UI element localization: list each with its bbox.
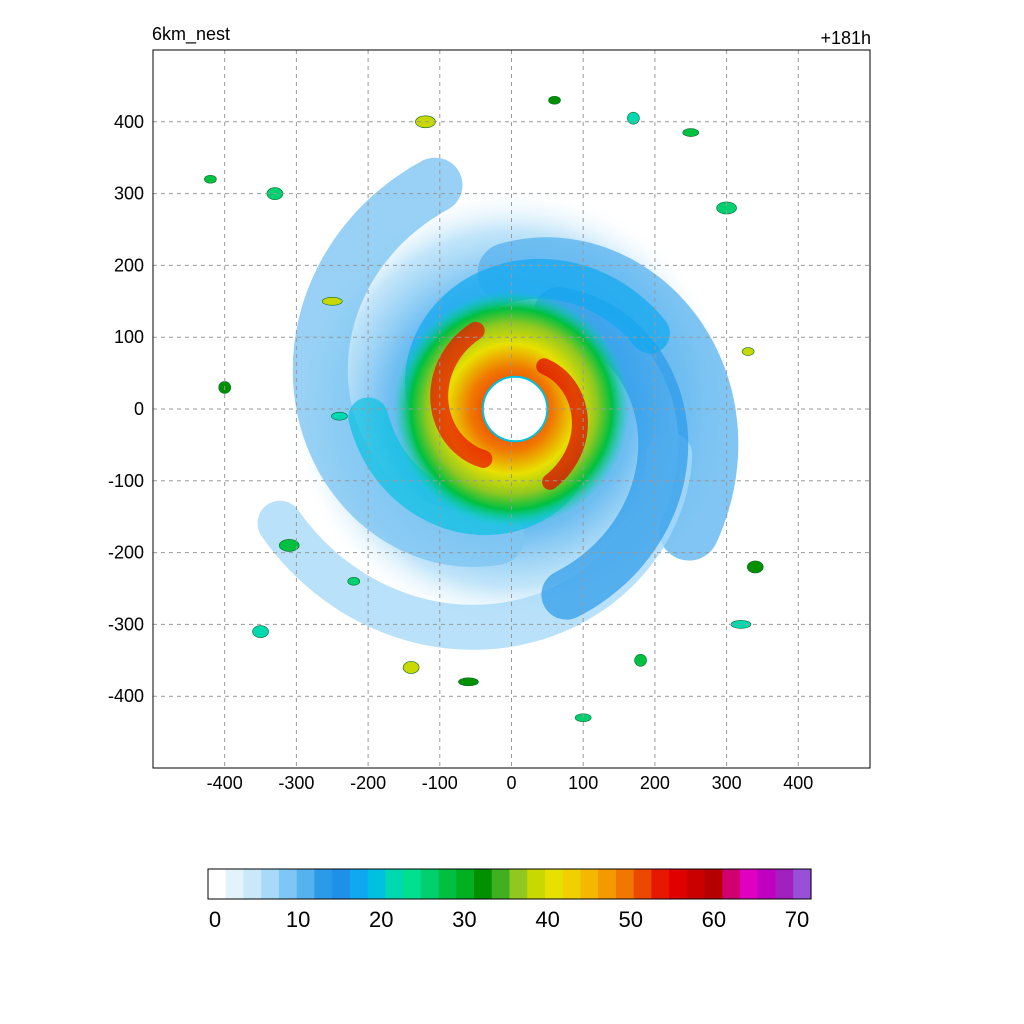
colorbar-cell (580, 869, 599, 899)
colorbar-cell (615, 869, 635, 899)
colorbar-cell (704, 869, 723, 899)
convective-cell (548, 95, 561, 105)
x-tick-label: 400 (783, 773, 813, 793)
x-tick-label: 100 (568, 773, 598, 793)
colorbar-tick-label: 40 (535, 907, 559, 932)
x-tick-label: 200 (640, 773, 670, 793)
y-tick-label: 200 (114, 255, 144, 275)
colorbar-cell (456, 869, 475, 899)
colorbar-cell (403, 869, 422, 899)
convective-cell (458, 677, 479, 687)
colorbar-cell (367, 869, 386, 899)
x-tick-label: -200 (350, 773, 386, 793)
y-tick-label: 100 (114, 327, 144, 347)
x-tick-label: 0 (506, 773, 516, 793)
colorbar-cell (757, 869, 777, 899)
colorbar-cell (296, 869, 316, 899)
y-tick-label: 0 (134, 399, 144, 419)
convective-cell (347, 577, 361, 586)
colorbar-cell (562, 869, 582, 899)
colorbar-cell (686, 869, 706, 899)
colorbar-tick-label: 30 (452, 907, 476, 932)
x-tick-label: -300 (278, 773, 314, 793)
x-axis: -400 -300 -200 -100 0 100 200 300 400 (207, 773, 814, 793)
colorbar-cell (420, 869, 440, 899)
colorbar-cell (793, 869, 812, 899)
colorbar-tick-label: 20 (369, 907, 393, 932)
colorbar-frame (207, 868, 812, 900)
colorbar-tick-label: 10 (286, 907, 310, 932)
colorbar-cell (633, 869, 652, 899)
colorbar-cell (314, 869, 333, 899)
x-tick-label: -400 (207, 773, 243, 793)
colorbar-cell (225, 869, 245, 899)
y-tick-label: -100 (108, 471, 144, 491)
colorbar-cell (527, 869, 546, 899)
rainband (533, 287, 689, 620)
plot-area (153, 50, 870, 768)
rainband (292, 157, 525, 567)
rainband (536, 358, 588, 490)
convective-cell (204, 174, 217, 184)
colorbar-cell (474, 869, 493, 899)
chart-title: 6km_nest (152, 24, 230, 45)
y-tick-label: -300 (108, 614, 144, 634)
convective-cell (741, 347, 755, 356)
colorbar-cell (208, 869, 227, 899)
convective-cell (321, 296, 343, 306)
colorbar-cell (261, 869, 280, 899)
colorbar-cell (438, 869, 457, 899)
colorbar-cell (722, 869, 741, 899)
convective-cell (331, 411, 348, 421)
colorbar-cell (740, 869, 759, 899)
colorbar-cell (598, 869, 617, 899)
y-tick-label: 400 (114, 112, 144, 132)
colorbar-cell (332, 869, 351, 899)
colorbar-cell (491, 869, 511, 899)
colorbar-cell (349, 869, 369, 899)
y-tick-label: 300 (114, 184, 144, 204)
convective-cell (746, 560, 764, 574)
colorbar-cell (651, 869, 670, 899)
colorbar-tick-label: 60 (702, 907, 726, 932)
colorbar-cell (509, 869, 528, 899)
colorbar-tick-label: 70 (785, 907, 809, 932)
x-tick-label: 300 (712, 773, 742, 793)
y-tick-label: -200 (108, 543, 144, 563)
plot-frame (152, 49, 871, 769)
colorbar-tick-label: 0 (209, 907, 221, 932)
colorbar-cell (385, 869, 404, 899)
y-axis: 400 300 200 100 0 -100 -200 -300 -400 (108, 112, 144, 706)
convective-cell (682, 128, 700, 137)
colorbar-cell (669, 869, 688, 899)
forecast-hour-label: +181h (820, 28, 871, 48)
x-tick-label: -100 (422, 773, 458, 793)
colorbar-cells (208, 869, 812, 899)
y-tick-label: -400 (108, 686, 144, 706)
colorbar-cell (243, 869, 262, 899)
convective-cell (634, 653, 647, 667)
storm-field (204, 95, 764, 723)
colorbar-cell (544, 869, 564, 899)
colorbar-cell (278, 869, 298, 899)
colorbar: 0 10 20 30 40 50 60 70 (207, 868, 812, 932)
colorbar-tick-label: 50 (618, 907, 642, 932)
convective-cell (402, 661, 420, 674)
convective-cell (627, 111, 640, 125)
convective-cell (252, 625, 269, 638)
convective-cell (278, 539, 300, 552)
colorbar-cell (775, 869, 794, 899)
